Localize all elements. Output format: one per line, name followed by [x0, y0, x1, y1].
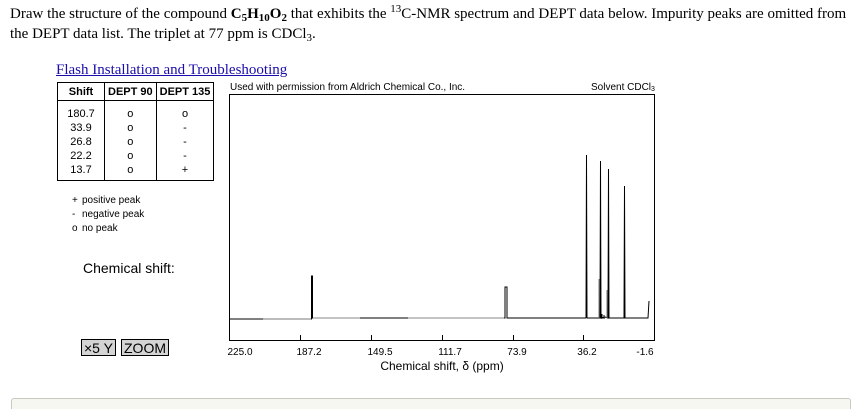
flash-installation-link[interactable]: Flash Installation and Troubleshooting [56, 62, 288, 78]
dept135-cell: o [155, 100, 215, 121]
plot-frame [229, 94, 655, 341]
molecular-formula: C5H10O2 [230, 6, 287, 24]
dept-table-header: Shift DEPT 90 DEPT 135 [57, 82, 215, 101]
legend-symbol: + [72, 195, 78, 206]
x-tick-label: 149.5 [367, 347, 393, 358]
x-tick-label: 187.2 [296, 347, 322, 358]
zoom-button[interactable]: ZOOM [121, 339, 169, 356]
question-part: Draw the structure of the compound [10, 6, 231, 22]
x5-y-button[interactable]: ×5 Y [81, 339, 116, 356]
dept135-cell: - [155, 121, 215, 135]
shift-cell: 22.2 [57, 149, 105, 163]
solvent-text: Solvent CDCl [591, 82, 652, 93]
question-part: . [312, 26, 316, 42]
answer-panel-edge [11, 398, 851, 409]
table-row: 13.7 o + [57, 163, 215, 181]
spectrum-trace [230, 154, 650, 320]
x-axis-label: Chemical shift, δ (ppm) [380, 359, 504, 373]
legend-label: negative peak [82, 209, 145, 220]
legend-symbol: o [72, 223, 78, 234]
shift-cell: 26.8 [57, 135, 105, 149]
x-tick-label: 36.2 [577, 347, 597, 358]
legend-item-negative: - negative peak [72, 208, 144, 222]
table-row: 22.2 o - [57, 149, 215, 163]
x-tick-label: -1.6 [636, 347, 654, 358]
legend-symbol: - [72, 209, 76, 220]
header-dept135: DEPT 135 [155, 82, 215, 101]
shift-cell: 180.7 [57, 100, 105, 121]
x-tick-label: 111.7 [438, 347, 462, 358]
legend-label: no peak [82, 223, 118, 234]
dept135-cell: - [155, 135, 215, 149]
x-tick-label: 225.0 [227, 347, 253, 358]
x-tick-label: 73.9 [507, 347, 527, 358]
chemical-shift-readout-label: Chemical shift: [83, 260, 175, 276]
table-row: 33.9 o - [57, 121, 215, 135]
legend-label: positive peak [82, 195, 141, 206]
table-row: 180.7 o o [57, 100, 215, 121]
legend-item-positive: + positive peak [72, 194, 144, 208]
legend-item-no-peak: o no peak [72, 222, 144, 236]
question-text: Draw the structure of the compound C5H10… [10, 4, 860, 44]
shift-cell: 33.9 [57, 121, 105, 135]
header-shift: Shift [57, 82, 105, 101]
dept135-cell: + [155, 163, 215, 181]
isotope-superscript: 13 [390, 3, 402, 15]
x-axis-ticks [300, 335, 584, 340]
shift-cell: 13.7 [57, 163, 105, 181]
solvent-subscript: 3 [651, 86, 655, 93]
dept-legend: + positive peak - negative peak o no peak [72, 194, 144, 236]
dept135-cell: - [155, 149, 215, 163]
solvent-label: Solvent CDCl3 [591, 82, 655, 93]
subscript: 3 [306, 32, 313, 44]
spectrum-credit: Used with permission from Aldrich Chemic… [230, 82, 466, 93]
table-row: 26.8 o - [57, 135, 215, 149]
question-part: C-NMR spectrum and DEPT data below. Impu… [10, 6, 847, 42]
question-part: that exhibits the [286, 6, 391, 22]
dept-table: Shift DEPT 90 DEPT 135 180.7 o o 33.9 o … [57, 82, 215, 181]
